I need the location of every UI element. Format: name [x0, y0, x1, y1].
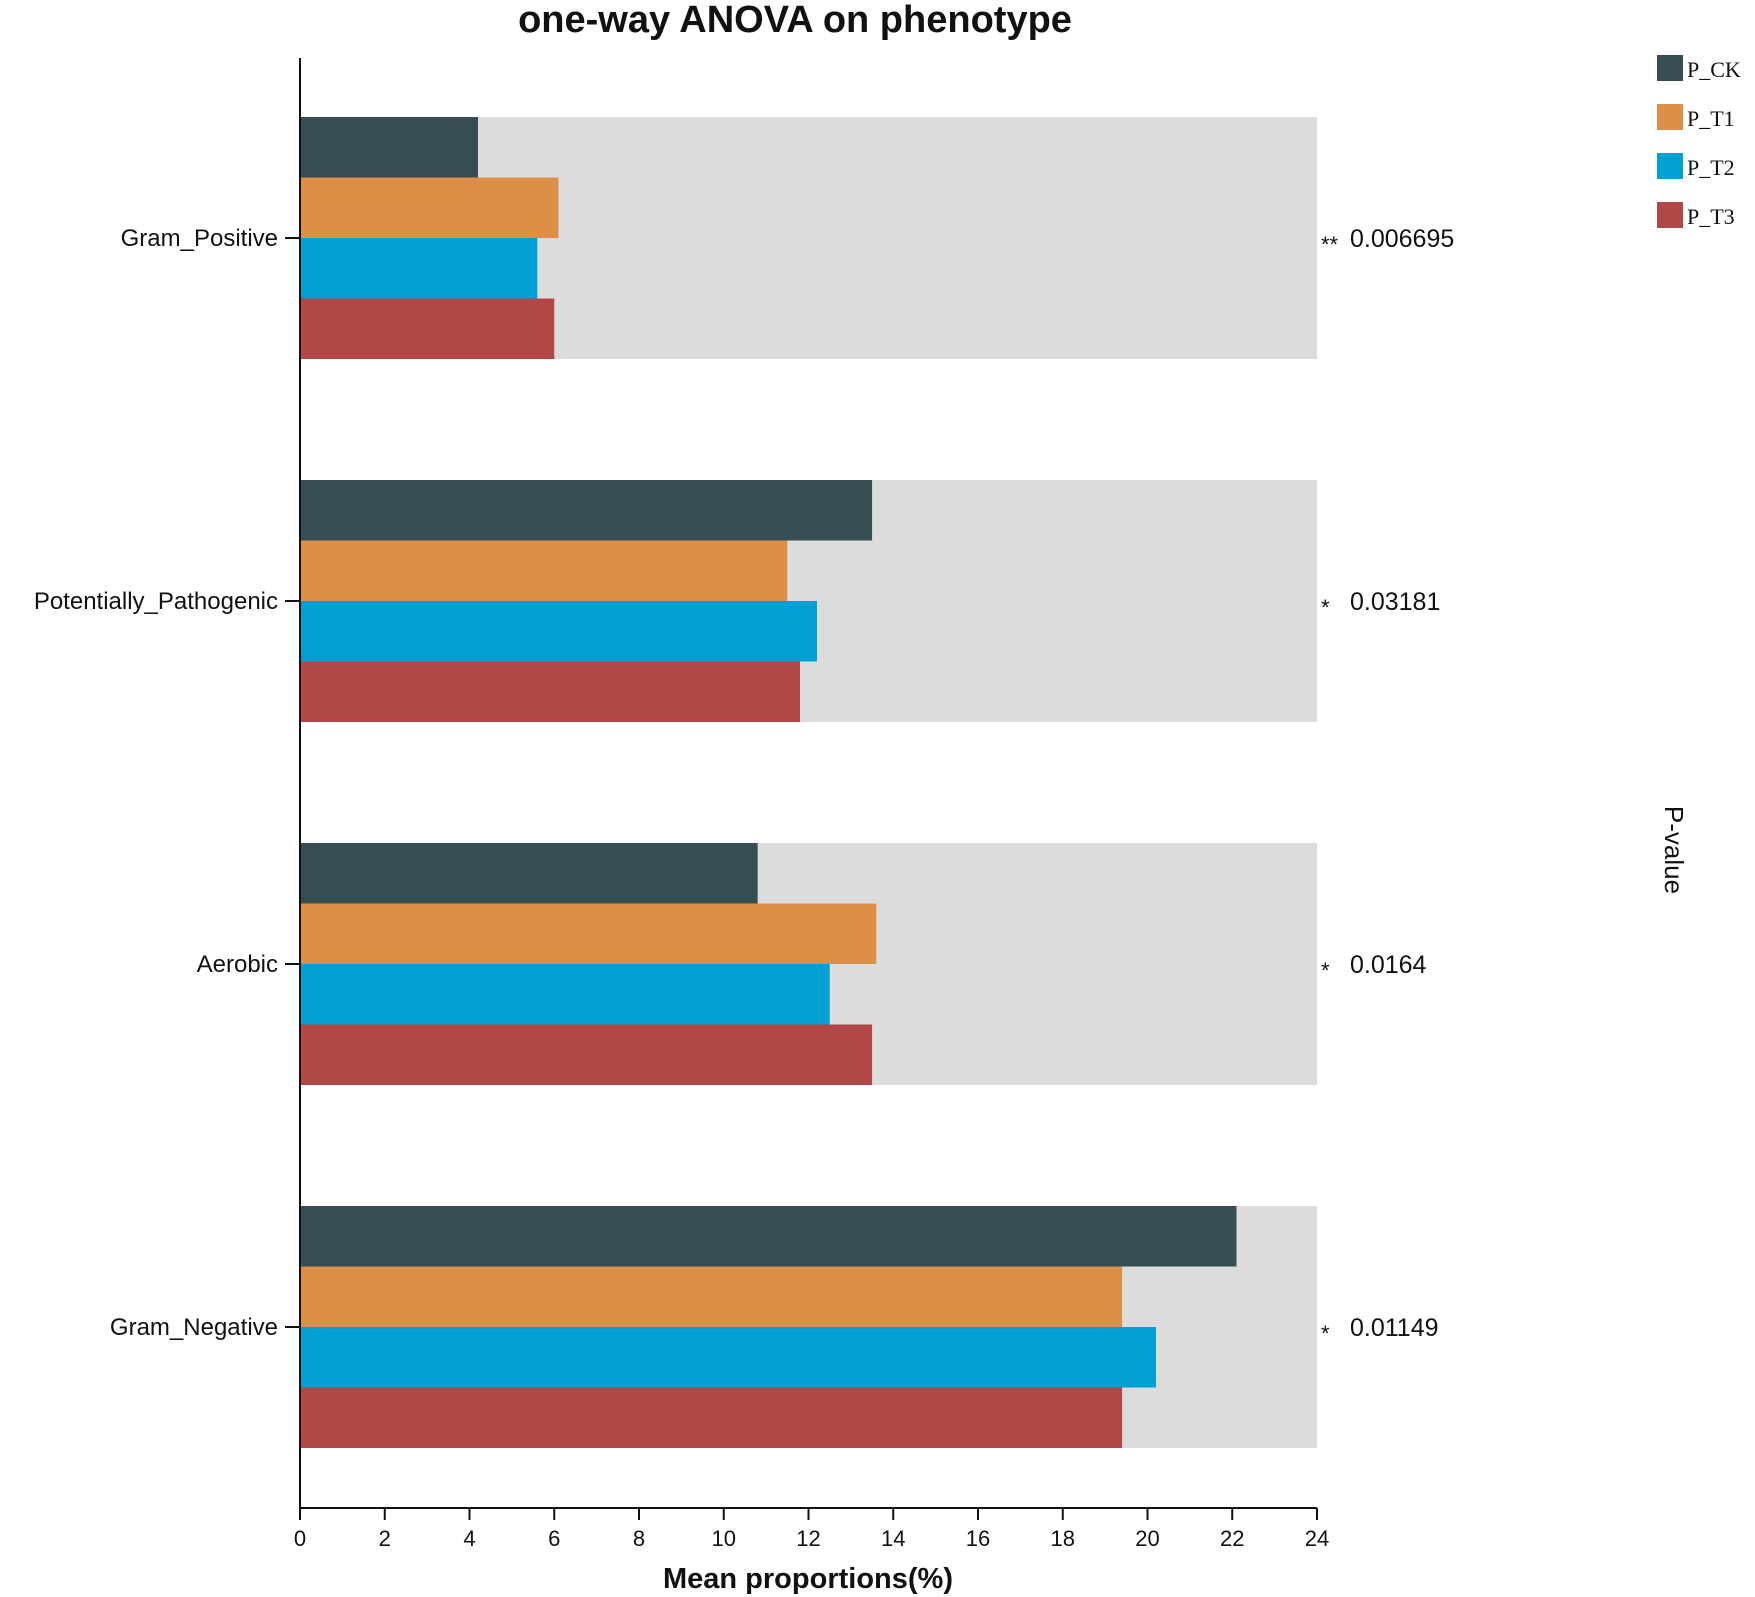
x-tick-label: 16: [966, 1526, 990, 1551]
x-tick-label: 8: [633, 1526, 645, 1551]
bar-p-t2: [300, 238, 538, 299]
x-tick-label: 4: [463, 1526, 475, 1551]
significance-mark: *: [1321, 958, 1330, 983]
x-tick-label: 2: [379, 1526, 391, 1551]
category-label: Gram_Negative: [110, 1314, 278, 1341]
p-value-label: 0.03181: [1350, 588, 1440, 616]
bar-p-t3: [300, 1024, 873, 1085]
significance-mark: *: [1321, 1321, 1330, 1346]
p-value-label: 0.0164: [1350, 951, 1427, 979]
bar-p-ck: [300, 480, 873, 541]
data-bars: [300, 117, 1237, 1448]
x-tick-label: 24: [1305, 1526, 1329, 1551]
chart-title: one-way ANOVA on phenotype: [518, 0, 1072, 41]
bar-p-t1: [300, 903, 877, 964]
bar-p-t3: [300, 661, 801, 722]
bar-p-t1: [300, 1266, 1123, 1327]
legend-swatch: [1657, 153, 1683, 179]
x-tick-label: 12: [796, 1526, 820, 1551]
bar-p-t1: [300, 540, 788, 601]
significance-mark: *: [1321, 595, 1330, 620]
x-tick-label: 18: [1051, 1526, 1075, 1551]
legend-label: P_CK: [1687, 57, 1741, 82]
bar-p-t1: [300, 177, 559, 238]
axes: [285, 58, 1318, 1520]
bar-p-t2: [300, 1327, 1156, 1388]
legend-swatch: [1657, 55, 1683, 81]
p-value-label: 0.006695: [1350, 225, 1454, 253]
labels: Gram_Positive ** 0.006695Potentially_Patho…: [34, 225, 1454, 1551]
x-tick-label: 10: [712, 1526, 736, 1551]
bar-p-t2: [300, 964, 830, 1025]
bar-p-ck: [300, 1206, 1237, 1267]
bar-p-t3: [300, 1387, 1123, 1448]
legend: P_CK P_T1 P_T2 P_T3: [1657, 55, 1741, 229]
category-label: Gram_Positive: [121, 225, 278, 252]
legend-label: P_T3: [1687, 204, 1735, 229]
legend-swatch: [1657, 104, 1683, 130]
legend-swatch: [1657, 202, 1683, 228]
bar-p-ck: [300, 843, 758, 904]
legend-label: P_T2: [1687, 155, 1735, 180]
p-value-label: 0.01149: [1350, 1314, 1439, 1342]
x-tick-label: 22: [1220, 1526, 1244, 1551]
category-label: Potentially_Pathogenic: [34, 588, 278, 615]
bar-p-ck: [300, 117, 478, 178]
x-axis-title: Mean proportions(%): [663, 1563, 953, 1595]
x-tick-label: 6: [548, 1526, 560, 1551]
bar-p-t2: [300, 601, 817, 662]
category-label: Aerobic: [197, 951, 278, 978]
significance-mark: **: [1321, 232, 1339, 257]
x-tick-label: 20: [1135, 1526, 1159, 1551]
bar-p-t3: [300, 298, 555, 359]
p-value-axis-title: P-value: [1659, 806, 1689, 894]
legend-label: P_T1: [1687, 106, 1735, 131]
x-tick-label: 0: [294, 1526, 306, 1551]
x-tick-label: 14: [881, 1526, 905, 1551]
